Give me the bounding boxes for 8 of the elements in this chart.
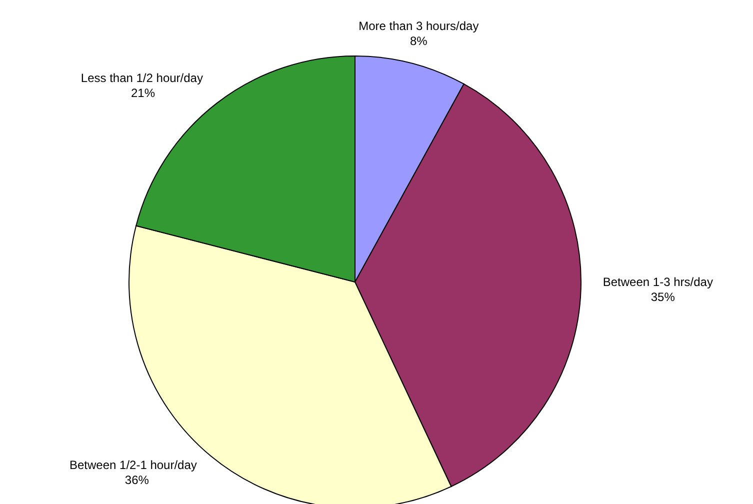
- slice-label: More than 3 hours/day: [358, 19, 479, 34]
- slice-label: Less than 1/2 hour/day: [80, 71, 203, 86]
- slice-label: Between 1/2-1 hour/day: [69, 458, 197, 472]
- data-label: 35%: [650, 290, 676, 304]
- data-label: 36%: [124, 473, 150, 488]
- slice-label: Between 1-3 hrs/day: [602, 274, 713, 289]
- data-label: 8%: [410, 34, 428, 48]
- data-label: 21%: [130, 86, 156, 100]
